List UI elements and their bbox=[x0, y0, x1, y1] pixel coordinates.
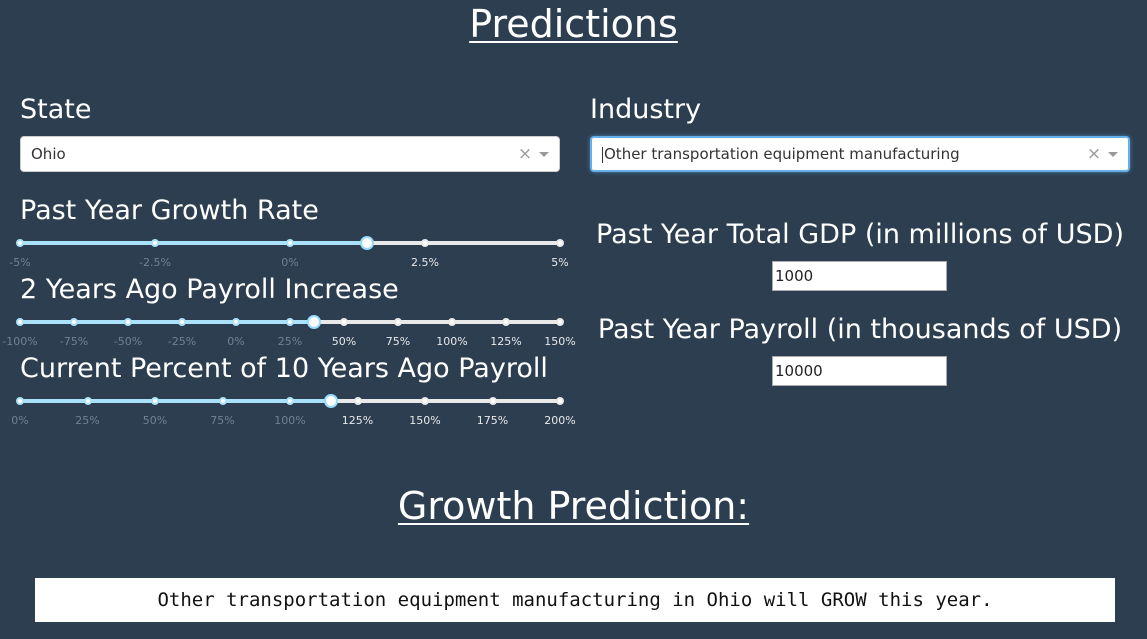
slider-step-dot bbox=[151, 397, 159, 405]
slider-step-dot bbox=[448, 318, 456, 326]
clear-x-icon[interactable]: × bbox=[517, 144, 533, 164]
industry-selected-value: Other transportation equipment manufactu… bbox=[604, 145, 960, 163]
slider-mark-label: 5% bbox=[551, 256, 569, 269]
slider-step-dot bbox=[286, 397, 294, 405]
slider-step-dot bbox=[83, 397, 92, 405]
slider-handle[interactable] bbox=[307, 315, 322, 329]
slider-step-dot bbox=[556, 397, 564, 405]
prediction-result: Other transportation equipment manufactu… bbox=[35, 578, 1115, 622]
slider-mark-label: -75% bbox=[59, 335, 89, 348]
payroll-label: Past Year Payroll (in thousands of USD) bbox=[597, 314, 1123, 345]
industry-dropdown[interactable]: Other transportation equipment manufactu… bbox=[590, 136, 1130, 172]
slider-mark-label: -100% bbox=[2, 335, 38, 348]
slider-step-dot bbox=[16, 239, 24, 247]
slider-step-dot bbox=[286, 318, 294, 326]
state-dropdown[interactable]: Ohio × bbox=[20, 136, 560, 172]
slider-step-dot bbox=[556, 239, 564, 247]
slider-step-dot bbox=[151, 239, 159, 247]
slider-mark-label: 125% bbox=[341, 414, 374, 427]
slider-mark-label: 50% bbox=[331, 335, 357, 348]
slider-mark-label: 75% bbox=[210, 414, 235, 427]
caret-down-icon[interactable] bbox=[1108, 151, 1118, 157]
payroll-increase-label: 2 Years Ago Payroll Increase bbox=[20, 274, 399, 305]
slider-step-dot bbox=[218, 397, 227, 405]
growth-rate-slider[interactable]: -5% -2.5% 0% 2.5% 5% bbox=[9, 234, 569, 269]
prediction-result-text: Other transportation equipment manufactu… bbox=[157, 589, 993, 611]
slider-mark-label: 0% bbox=[281, 256, 299, 269]
page-title: Predictions bbox=[469, 2, 678, 46]
slider-step-dot bbox=[286, 239, 294, 247]
slider-step-dot bbox=[124, 318, 132, 326]
slider-mark-label: -25% bbox=[167, 335, 197, 348]
slider-mark-label: 0% bbox=[11, 414, 29, 427]
slider-step-dot bbox=[353, 397, 362, 405]
gdp-label: Past Year Total GDP (in millions of USD) bbox=[596, 219, 1124, 250]
slider-mark-label: 0% bbox=[227, 335, 245, 348]
slider-mark-label: 150% bbox=[409, 414, 441, 427]
slider-step-dot bbox=[394, 318, 402, 326]
slider-step-dot bbox=[502, 318, 510, 326]
slider-mark-label: 100% bbox=[436, 335, 468, 348]
caret-down-icon[interactable] bbox=[539, 151, 549, 157]
gdp-input[interactable] bbox=[772, 261, 947, 291]
slider-step-dot bbox=[16, 397, 24, 405]
slider-mark-label: 100% bbox=[274, 414, 306, 427]
slider-step-dot bbox=[421, 239, 429, 247]
slider-mark-label: 75% bbox=[385, 335, 411, 348]
slider-track bbox=[20, 241, 368, 245]
slider-step-dot bbox=[16, 318, 24, 326]
slider-mark-label: -5% bbox=[9, 256, 31, 269]
state-label: State bbox=[20, 94, 92, 125]
slider-step-dot bbox=[340, 318, 348, 326]
slider-step-dot bbox=[488, 397, 497, 405]
slider-step-dot bbox=[556, 318, 564, 326]
slider-step-dot bbox=[70, 318, 78, 326]
payroll-input[interactable] bbox=[772, 356, 947, 386]
state-selected-value: Ohio bbox=[31, 145, 66, 163]
slider-mark-label: 175% bbox=[476, 414, 509, 427]
slider-mark-label: 25% bbox=[277, 335, 303, 348]
text-cursor bbox=[602, 146, 603, 163]
percent-payroll-slider[interactable]: 0% 25% 50% 75% 100% 125% 150% 175% 200% bbox=[11, 392, 576, 427]
growth-prediction-title: Growth Prediction: bbox=[397, 484, 750, 528]
slider-track bbox=[20, 399, 331, 403]
slider-mark-label: 150% bbox=[544, 335, 576, 348]
slider-handle[interactable] bbox=[323, 394, 338, 408]
slider-handle[interactable] bbox=[360, 236, 375, 250]
slider-step-dot bbox=[421, 397, 429, 405]
slider-mark-label: 2.5% bbox=[411, 256, 439, 269]
slider-mark-label: -2.5% bbox=[139, 256, 171, 269]
slider-track bbox=[20, 320, 315, 324]
growth-rate-label: Past Year Growth Rate bbox=[20, 195, 319, 226]
slider-mark-label: 125% bbox=[490, 335, 522, 348]
percent-payroll-label: Current Percent of 10 Years Ago Payroll bbox=[20, 353, 548, 384]
industry-label: Industry bbox=[590, 94, 702, 125]
payroll-increase-slider[interactable]: -100% -75% -50% -25% 0% 25% 50% 75% 100% 125% 150% bbox=[2, 313, 576, 348]
slider-step-dot bbox=[232, 318, 240, 326]
clear-x-icon[interactable]: × bbox=[1086, 144, 1102, 164]
slider-mark-label: 200% bbox=[544, 414, 576, 427]
slider-mark-label: 25% bbox=[75, 414, 100, 427]
slider-mark-label: -50% bbox=[113, 335, 143, 348]
slider-step-dot bbox=[178, 318, 186, 326]
slider-mark-label: 50% bbox=[142, 414, 168, 427]
